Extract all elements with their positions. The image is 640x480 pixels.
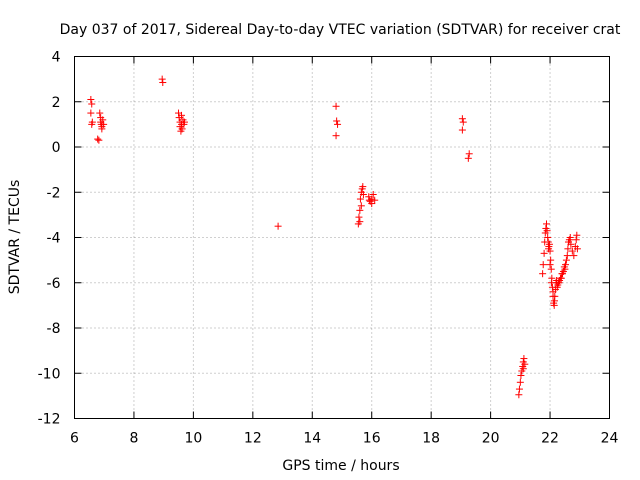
data-point bbox=[464, 154, 472, 162]
data-point bbox=[547, 256, 555, 264]
data-point bbox=[516, 378, 524, 386]
grid bbox=[74, 56, 610, 419]
data-point bbox=[357, 202, 365, 210]
data-point bbox=[356, 218, 364, 226]
data-point bbox=[87, 109, 95, 117]
data-point bbox=[548, 279, 556, 287]
data-point bbox=[543, 227, 551, 235]
data-point bbox=[549, 288, 557, 296]
y-tick-label: -2 bbox=[47, 185, 61, 201]
data-point bbox=[274, 222, 282, 230]
data-point bbox=[563, 252, 571, 260]
data-point bbox=[551, 297, 559, 305]
data-point bbox=[159, 79, 167, 87]
data-point bbox=[517, 372, 525, 380]
data-point bbox=[359, 183, 367, 191]
data-point bbox=[567, 240, 575, 248]
data-point bbox=[515, 391, 523, 399]
data-point bbox=[369, 191, 377, 199]
x-tick-label: 14 bbox=[303, 431, 321, 447]
chart-title: Day 037 of 2017, Sidereal Day-to-day VTE… bbox=[60, 22, 621, 38]
x-tick-label: 8 bbox=[129, 431, 138, 447]
data-point bbox=[87, 95, 95, 103]
data-point bbox=[542, 220, 550, 228]
data-point bbox=[557, 274, 565, 282]
data-point bbox=[562, 256, 570, 264]
data-points bbox=[87, 75, 581, 399]
data-point bbox=[573, 231, 581, 239]
data-point bbox=[359, 191, 367, 199]
data-point bbox=[459, 118, 467, 126]
data-point bbox=[539, 270, 547, 278]
data-point bbox=[95, 136, 103, 144]
x-tick-label: 10 bbox=[184, 431, 202, 447]
data-point bbox=[458, 115, 466, 123]
y-axis-label: SDTVAR / TECUs bbox=[7, 180, 23, 295]
x-tick-label: 20 bbox=[482, 431, 500, 447]
data-point bbox=[540, 249, 548, 257]
data-point bbox=[545, 245, 553, 253]
data-point bbox=[158, 75, 166, 83]
y-tick-label: -10 bbox=[38, 366, 61, 382]
data-point bbox=[573, 245, 581, 253]
y-tick-label: -12 bbox=[38, 412, 61, 428]
data-point bbox=[355, 213, 363, 221]
x-tick-label: 24 bbox=[601, 431, 619, 447]
data-point bbox=[564, 245, 572, 253]
data-point bbox=[572, 236, 580, 244]
y-axis-ticks: 4 2 0 -2 -4 -6 -8 -10 -12 bbox=[38, 50, 610, 428]
y-tick-label: 4 bbox=[52, 50, 61, 66]
data-point bbox=[180, 118, 188, 126]
data-point bbox=[520, 355, 528, 363]
x-axis-label: GPS time / hours bbox=[282, 458, 399, 474]
data-point bbox=[178, 125, 186, 133]
data-point bbox=[332, 132, 340, 140]
data-point bbox=[561, 265, 569, 273]
data-point bbox=[356, 195, 364, 203]
data-point bbox=[94, 135, 102, 143]
data-point bbox=[521, 360, 529, 368]
data-point bbox=[570, 252, 578, 260]
data-point bbox=[332, 102, 340, 110]
plot-frame bbox=[74, 56, 610, 419]
data-point bbox=[100, 120, 108, 128]
data-point bbox=[562, 261, 570, 269]
data-point bbox=[365, 196, 373, 204]
data-point bbox=[545, 240, 553, 248]
y-tick-label: -6 bbox=[47, 276, 61, 292]
x-tick-label: 12 bbox=[244, 431, 262, 447]
data-point bbox=[547, 265, 555, 273]
data-point bbox=[88, 120, 96, 128]
data-point bbox=[544, 234, 552, 241]
data-point bbox=[519, 365, 527, 373]
y-tick-label: 0 bbox=[52, 140, 61, 156]
data-point bbox=[465, 150, 473, 158]
x-tick-label: 22 bbox=[541, 431, 559, 447]
y-tick-label: 2 bbox=[52, 95, 61, 111]
data-point bbox=[568, 247, 576, 255]
x-tick-label: 6 bbox=[70, 431, 79, 447]
data-point bbox=[333, 117, 341, 125]
data-point bbox=[356, 206, 364, 214]
x-tick-label: 16 bbox=[363, 431, 381, 447]
y-tick-label: -8 bbox=[47, 321, 61, 337]
data-point bbox=[546, 261, 554, 269]
data-point bbox=[334, 120, 342, 128]
data-point bbox=[458, 126, 466, 134]
data-point bbox=[178, 111, 185, 119]
data-point bbox=[96, 109, 104, 117]
data-point bbox=[515, 385, 523, 393]
data-point bbox=[566, 234, 574, 241]
data-point bbox=[88, 100, 96, 108]
x-axis-ticks: 6 8 10 12 14 16 18 20 22 24 bbox=[70, 56, 619, 447]
x-tick-label: 18 bbox=[422, 431, 440, 447]
data-point bbox=[99, 116, 107, 124]
y-tick-label: -4 bbox=[47, 231, 61, 247]
data-point bbox=[539, 261, 547, 269]
